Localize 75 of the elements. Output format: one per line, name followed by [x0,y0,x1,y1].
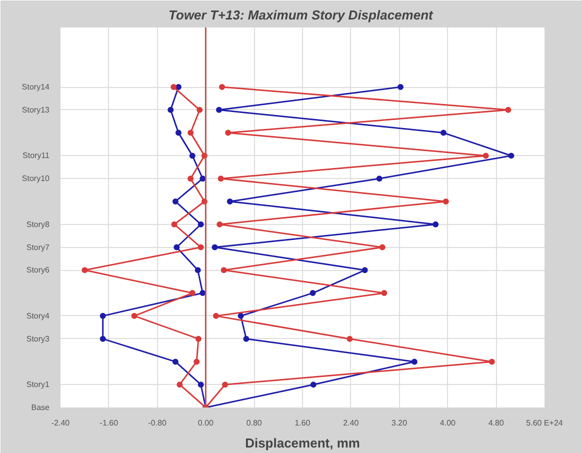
y-tick-label: Story13 [22,105,50,114]
chart-title: Tower T+13: Maximum Story Displacement [168,8,434,22]
point [100,336,106,342]
point [310,290,316,296]
point [362,267,368,274]
point [172,358,178,365]
point [482,152,489,159]
point [411,358,418,365]
y-tick-label: Story4 [26,311,50,320]
point [176,382,183,388]
point [188,130,194,136]
point [216,106,222,113]
point [505,106,512,113]
x-axis-title: Displacement, mm [245,436,360,450]
point [174,244,180,250]
point [376,176,382,182]
point [216,221,223,228]
x-tick-label: 1.60 [294,418,311,428]
x-tick-label: -0.80 [148,418,167,428]
point [198,382,204,388]
point [171,221,178,228]
point [170,84,177,90]
point [432,221,439,228]
point [168,106,174,113]
y-tick-label: Base [31,403,50,412]
point [218,176,224,182]
y-tick-label: Story10 [22,174,50,184]
y-tick-label: Story6 [26,266,50,275]
point [189,152,196,159]
point [381,290,388,296]
point [194,358,200,365]
point [346,336,353,342]
point [194,267,201,274]
point [398,84,404,90]
point [243,336,250,342]
point [310,382,316,388]
y-tick-label: Story14 [22,82,50,92]
x-tick-label: 4.80 [488,418,504,428]
point [188,176,194,182]
point [82,267,88,274]
x-tick-label: 5.60 E+24 [526,418,564,428]
point [219,84,226,90]
x-tick-label: -1.60 [100,418,119,428]
x-tick-label: 0.00 [198,418,214,428]
point [220,267,227,274]
point [189,290,196,296]
x-tick-label: 3.20 [392,418,408,428]
y-tick-label: Story7 [26,242,50,252]
point [226,198,233,204]
y-tick-label: Story3 [26,334,50,344]
point [488,358,495,365]
point [508,152,514,159]
point [212,244,218,250]
point [198,244,204,250]
point [222,382,228,388]
x-tick-label: 0.80 [246,418,262,428]
point [196,106,203,113]
point [212,312,219,319]
point [100,312,106,319]
point [440,130,446,136]
point [225,130,232,136]
point [175,130,182,136]
y-tick-label: Story8 [26,220,50,229]
y-tick-label: Story11 [22,151,50,160]
point [198,221,204,228]
y-tick-label: Story1 [26,380,50,390]
point [131,312,138,319]
point [238,312,244,319]
point [195,336,202,342]
x-tick-label: 2.40 [343,418,360,428]
x-tick-label: -2.40 [51,418,70,428]
point [379,244,386,250]
point [442,198,449,204]
x-tick-label: 4.00 [440,418,456,428]
point [172,198,178,204]
